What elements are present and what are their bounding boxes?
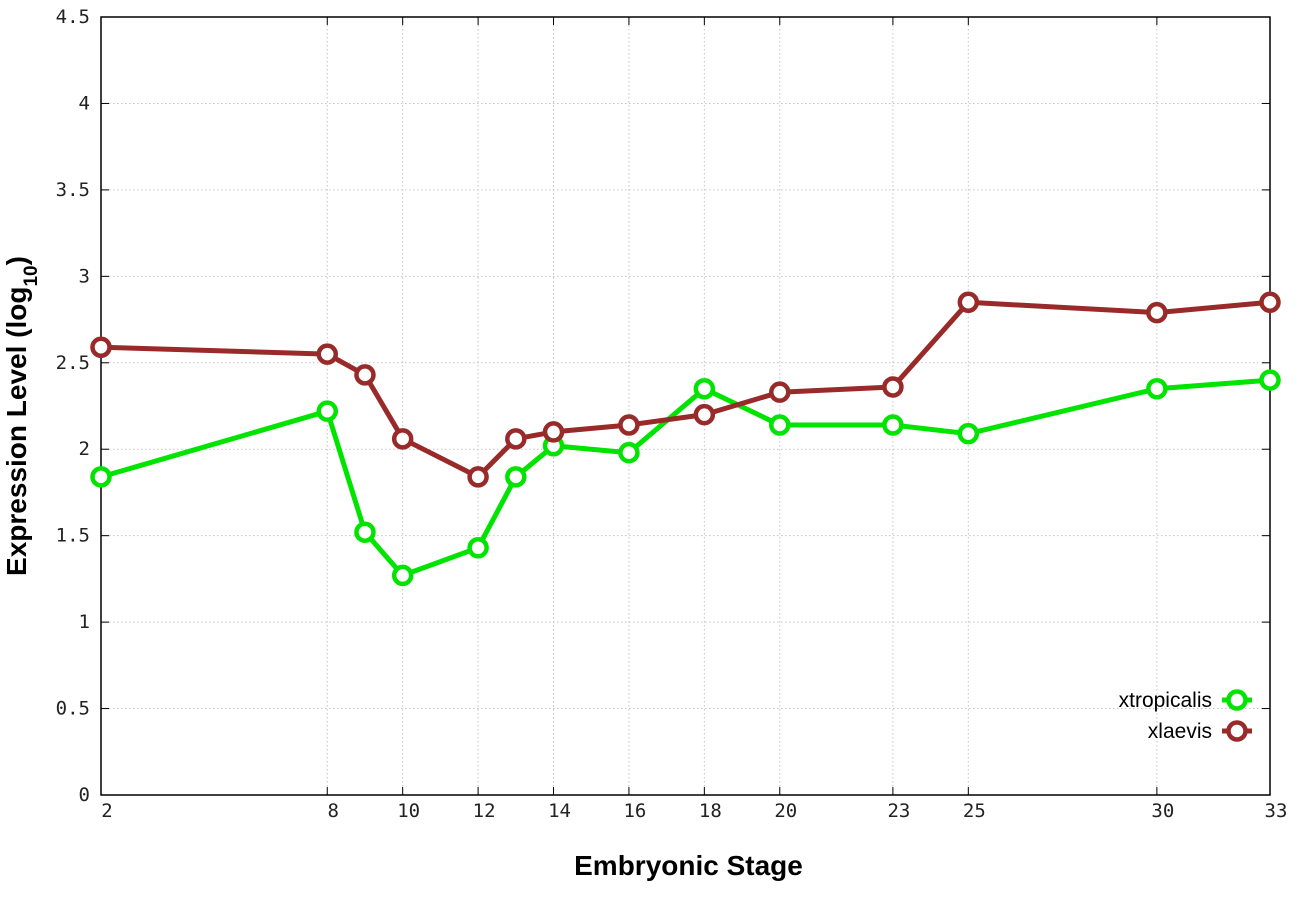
y-tick-label: 1.5: [56, 525, 90, 547]
data-point-xlaevis: [882, 376, 904, 398]
legend-label-xlaevis: xlaevis: [1148, 720, 1212, 743]
y-tick-label: 4: [79, 92, 90, 114]
data-point-xlaevis: [957, 291, 980, 314]
legend-item-xlaevis: xlaevis: [1148, 720, 1252, 743]
data-point-xlaevis: [1146, 301, 1168, 324]
legend-label-xtropicalis: xtropicalis: [1119, 689, 1212, 712]
y-tick-label: 2: [79, 438, 90, 460]
data-point-xtropicalis: [618, 441, 640, 464]
x-tick-label: 25: [963, 800, 986, 822]
legend-swatch-marker-xtropicalis: [1226, 689, 1248, 711]
data-point-xtropicalis: [90, 466, 112, 488]
x-tick-label: 18: [699, 800, 722, 822]
data-point-xtropicalis: [769, 414, 791, 436]
series-line-xtropicalis: [98, 377, 1273, 578]
data-point-xtropicalis: [467, 537, 489, 559]
plot-frame: [100, 16, 1271, 796]
data-point-xlaevis: [505, 428, 527, 450]
data-point-xtropicalis: [1146, 377, 1168, 400]
data-point-xtropicalis: [1259, 369, 1281, 391]
axis-ticks: 2 8 10 12 14 16 18 20 23 25 30 33 0 0.5 1 1.5 2 2.5 3 3.5 4 4…: [56, 6, 1288, 822]
data-point-xtropicalis: [316, 400, 339, 422]
data-point-xtropicalis: [693, 377, 716, 400]
data-point-xtropicalis: [882, 414, 904, 436]
x-tick-label: 12: [473, 800, 496, 822]
y-tick-label: 3.5: [56, 179, 90, 201]
x-tick-label: 16: [623, 800, 646, 822]
y-tick-label: 3: [79, 265, 90, 287]
data-point-xlaevis: [769, 381, 791, 403]
data-point-xtropicalis: [957, 422, 980, 445]
data-point-xlaevis: [467, 466, 489, 488]
y-tick-label: 0: [79, 784, 90, 806]
data-point-xlaevis: [316, 343, 339, 365]
x-tick-label: 2: [101, 800, 112, 822]
series-layer: [90, 291, 1281, 587]
x-tick-label: 14: [548, 800, 571, 822]
y-tick-label: 0.5: [56, 698, 90, 720]
x-axis-title: Embryonic Stage: [574, 850, 803, 881]
data-point-xlaevis: [1259, 291, 1281, 314]
x-tick-label: 10: [397, 800, 420, 822]
data-point-xtropicalis: [354, 521, 376, 543]
data-point-xtropicalis: [505, 466, 527, 488]
y-axis-title-subscript: 10: [21, 265, 42, 286]
data-point-xlaevis: [90, 336, 112, 358]
legend: xtropicalis xlaevis: [1119, 689, 1252, 743]
series-xlaevis: [90, 291, 1281, 488]
x-tick-label: 20: [774, 800, 797, 822]
x-tick-label: 30: [1151, 800, 1174, 822]
x-tick-label: 23: [887, 800, 910, 822]
data-point-xtropicalis: [391, 564, 414, 587]
y-tick-label: 4.5: [56, 6, 90, 28]
data-point-xlaevis: [542, 421, 565, 443]
series-line-xlaevis: [98, 299, 1273, 480]
data-point-xlaevis: [354, 364, 376, 386]
legend-swatch-marker-xlaevis: [1226, 720, 1248, 742]
y-tick-label: 2.5: [56, 352, 90, 374]
series-xtropicalis: [90, 369, 1281, 587]
legend-item-xtropicalis: xtropicalis: [1119, 689, 1252, 712]
data-point-xlaevis: [391, 428, 414, 450]
x-tick-label: 8: [328, 800, 339, 822]
y-axis-title: Expression Level (log10): [1, 256, 42, 576]
y-tick-label: 1: [79, 611, 90, 633]
data-point-xlaevis: [618, 414, 640, 436]
y-axis-title-close: ): [1, 256, 32, 265]
x-tick-label: 33: [1265, 800, 1288, 822]
data-point-xlaevis: [693, 403, 716, 426]
y-axis-title-main: Expression Level (log: [1, 287, 32, 576]
